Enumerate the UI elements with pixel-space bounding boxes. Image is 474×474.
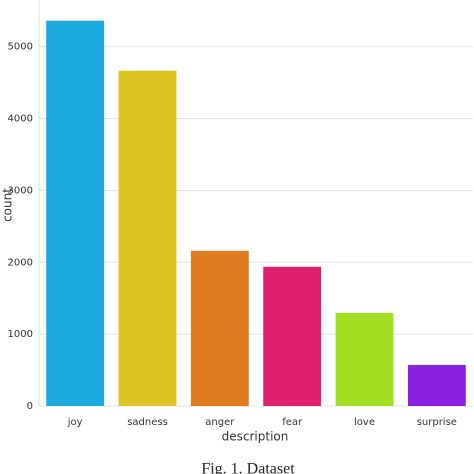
y-axis-label: count — [1, 188, 15, 222]
bar — [407, 364, 466, 406]
bar — [118, 70, 177, 406]
bar — [190, 250, 249, 406]
caption: Fig. 1. Dataset — [201, 461, 295, 474]
x-axis-label: description — [222, 430, 289, 444]
y-tick-label: 5000 — [8, 42, 33, 53]
bar — [46, 20, 105, 406]
y-tick-label: 4000 — [8, 114, 33, 125]
y-tick-label: 1000 — [8, 329, 33, 340]
y-tick-label: 0 — [27, 401, 33, 412]
y-tick-label: 2000 — [8, 257, 33, 268]
x-tick-label: fear — [282, 417, 303, 428]
x-tick-label: sadness — [127, 417, 168, 428]
bar — [335, 312, 394, 406]
x-tick-label: joy — [67, 417, 83, 428]
x-tick-label: surprise — [417, 417, 457, 428]
bar — [263, 266, 322, 406]
y-tick-label: 3000 — [8, 185, 33, 196]
x-tick-label: love — [354, 417, 375, 428]
x-tick-label: anger — [205, 417, 235, 428]
